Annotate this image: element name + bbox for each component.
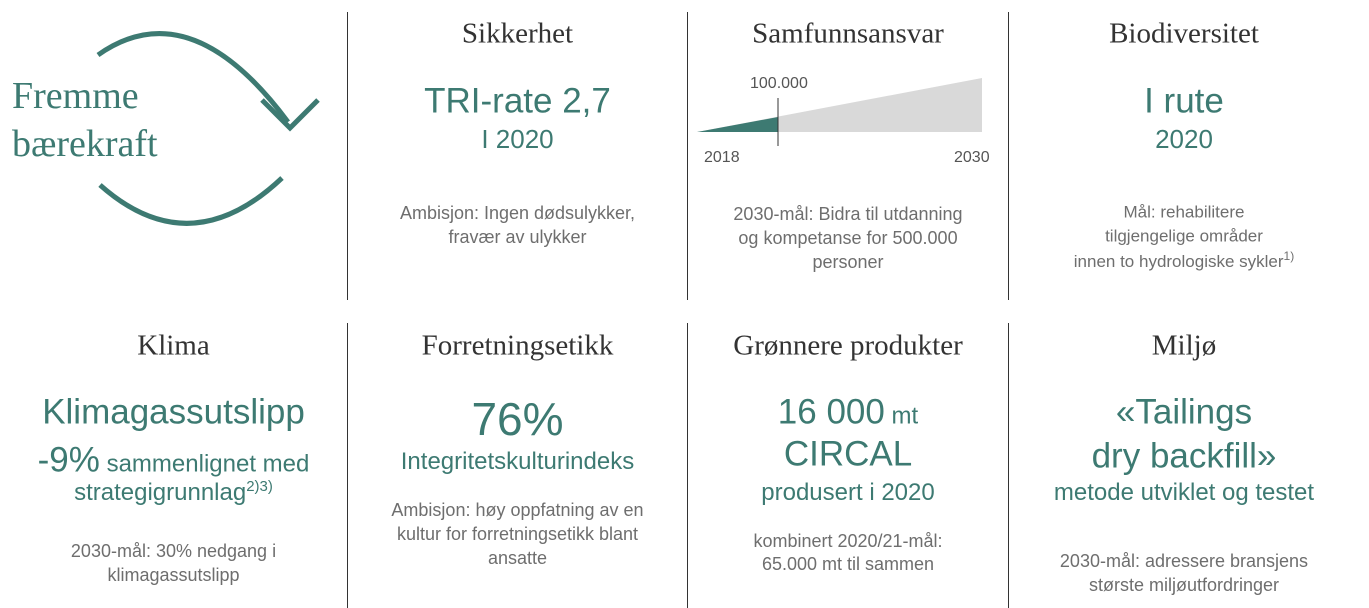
text-line: innen to hydrologiske sykler1) [1009,250,1359,270]
amount-line: 16 000 mt [688,395,1008,430]
text: fravær av ulykker [448,227,587,247]
card: Forretningsetikk 76% Integritetskulturin… [348,0,687,608]
divider [1008,12,1009,300]
logo-text: bærekraft [12,123,158,165]
text: 2030-mål: 30% nedgang i [70,541,277,561]
period: 2020 [1155,124,1213,154]
value: TRI-rate 2,7 [424,81,611,121]
card: Biodiversitet I rute 2020 Mål: rehabilit… [1009,0,1359,608]
marker-label: 100.000 [750,75,808,92]
card: Miljø «Tailings dry backfill» metode utv… [1009,0,1359,608]
card: Klima Klimagassutslipp -9% sammenlignet … [0,0,347,608]
text: tilgjengelige områder [1105,226,1263,246]
text: og kompetanse for 500.000 [738,228,958,248]
label: Integritetskulturindeks [400,448,635,475]
text: 2030-mål: adressere bransjens [1059,551,1309,571]
card: Grønnere produkter 16 000 mt CIRCAL prod… [688,0,1008,608]
product: CIRCAL [783,434,913,474]
value: «Tailings [1115,392,1253,432]
value: Klimagassutslipp [42,392,305,432]
logo-text: Fremme [12,75,139,117]
heading: Samfunnsansvar [752,17,944,50]
footnote: 1) [1283,249,1295,264]
detail: metode utviklet og testet [1053,479,1315,506]
divider [687,12,688,300]
start-label: 2018 [704,149,740,166]
text: personer [812,252,884,272]
text: Ambisjon: høy oppfatning av en [391,500,644,520]
text: ansatte [487,548,548,568]
divider [347,12,348,300]
text: Ambisjon: Ingen dødsulykker, [399,203,636,223]
basis-line: strategigrunnlag2)3) [0,479,347,505]
cycle-arc-bottom [98,176,284,226]
text: 65.000 mt til sammen [761,554,935,574]
period: I 2020 [481,124,554,154]
text: største miljøutfordringer [1088,575,1280,595]
unit: mt [891,402,919,430]
value: I rute [1144,81,1224,121]
value: 76% [471,393,564,445]
heading: Biodiversitet [1109,17,1259,50]
card: Sikkerhet TRI-rate 2,7 I 2020 Ambisjon: … [348,0,687,608]
heading: Sikkerhet [461,17,574,50]
cycle-arrow [260,98,320,132]
heading: Miljø [1151,329,1217,362]
heading: Forretningsetikk [421,329,614,362]
value: dry backfill» [1091,436,1277,476]
goal-wedge [697,78,982,132]
amount: 16 000 [777,392,885,432]
cycle-arc-top [96,31,291,124]
divider [347,323,348,608]
change: -9% [37,440,100,480]
heading: Grønnere produkter [733,329,963,362]
basis: strategigrunnlag [74,479,247,506]
text: innen to hydrologiske sykler [1073,251,1284,271]
divider [1008,323,1009,608]
text: 2030-mål: Bidra til utdanning [733,204,963,224]
change-line: -9% sammenlignet med [0,443,347,478]
end-label: 2030 [954,149,990,166]
heading: Klima [137,329,210,362]
change-text: sammenlignet med [106,450,310,478]
card: Samfunnsansvar 100.000 2018 2030 2030-må… [688,0,1008,608]
divider [687,323,688,608]
period: produsert i 2020 [761,479,935,506]
progress-wedge [697,117,778,132]
footnote: 2)3) [246,478,273,495]
text: klimagassutslipp [107,565,240,585]
text: Mål: rehabilitere [1123,202,1245,222]
text: kultur for forretningsetikk blant [396,524,639,544]
text: kombinert 2020/21-mål: [753,531,943,551]
